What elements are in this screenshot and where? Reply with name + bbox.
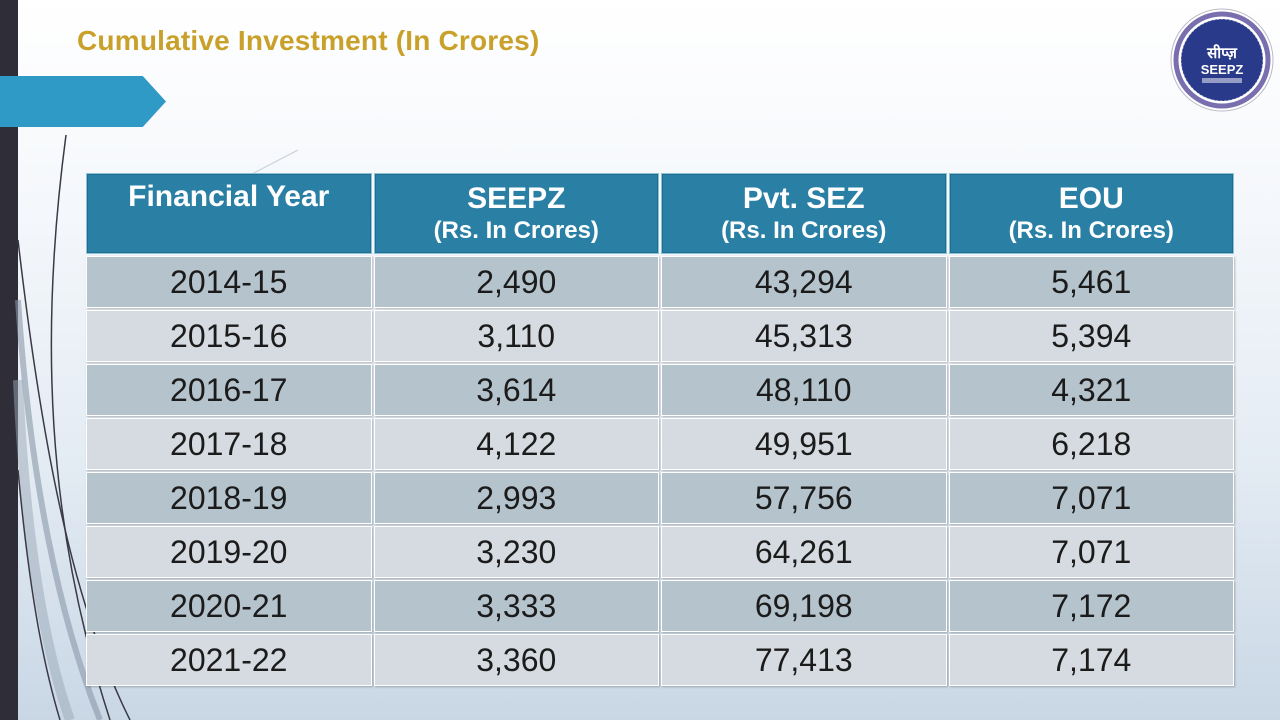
table-row: 2015-16 3,110 45,313 5,394 [86, 310, 1234, 362]
cell-year: 2017-18 [86, 418, 372, 470]
cell-pvt-sez: 43,294 [661, 256, 947, 308]
cell-eou: 7,172 [948, 580, 1234, 632]
header-seepz: SEEPZ (Rs. In Crores) [373, 173, 659, 254]
cell-year: 2018-19 [86, 472, 372, 524]
cell-seepz: 3,230 [373, 526, 659, 578]
investment-table: Financial Year SEEPZ (Rs. In Crores) Pvt… [84, 171, 1236, 688]
cell-year: 2019-20 [86, 526, 372, 578]
cell-year: 2016-17 [86, 364, 372, 416]
cell-pvt-sez: 49,951 [661, 418, 947, 470]
cell-year: 2015-16 [86, 310, 372, 362]
cell-seepz: 3,110 [373, 310, 659, 362]
cell-eou: 7,071 [948, 472, 1234, 524]
table-row: 2018-19 2,993 57,756 7,071 [86, 472, 1234, 524]
cell-pvt-sez: 69,198 [661, 580, 947, 632]
table-row: 2016-17 3,614 48,110 4,321 [86, 364, 1234, 416]
cell-year: 2020-21 [86, 580, 372, 632]
cell-seepz: 4,122 [373, 418, 659, 470]
cell-pvt-sez: 48,110 [661, 364, 947, 416]
table-row: 2020-21 3,333 69,198 7,172 [86, 580, 1234, 632]
header-pvt-sez: Pvt. SEZ (Rs. In Crores) [661, 173, 947, 254]
cell-pvt-sez: 64,261 [661, 526, 947, 578]
cell-pvt-sez: 45,313 [661, 310, 947, 362]
cell-eou: 5,461 [948, 256, 1234, 308]
header-accent-arrow [0, 76, 166, 127]
table-row: 2017-18 4,122 49,951 6,218 [86, 418, 1234, 470]
seepz-logo: सीप्ज़ SEEPZ [1170, 8, 1274, 112]
table-row: 2019-20 3,230 64,261 7,071 [86, 526, 1234, 578]
cell-eou: 7,071 [948, 526, 1234, 578]
cell-pvt-sez: 57,756 [661, 472, 947, 524]
table-row: 2021-22 3,360 77,413 7,174 [86, 634, 1234, 686]
cell-seepz: 3,333 [373, 580, 659, 632]
cell-seepz: 2,490 [373, 256, 659, 308]
cell-eou: 4,321 [948, 364, 1234, 416]
header-financial-year: Financial Year [86, 173, 372, 254]
header-eou: EOU (Rs. In Crores) [948, 173, 1234, 254]
cell-seepz: 3,614 [373, 364, 659, 416]
cell-eou: 5,394 [948, 310, 1234, 362]
table-row: 2014-15 2,490 43,294 5,461 [86, 256, 1234, 308]
logo-text: SEEPZ [1201, 62, 1244, 77]
cell-year: 2014-15 [86, 256, 372, 308]
cell-eou: 6,218 [948, 418, 1234, 470]
cell-seepz: 3,360 [373, 634, 659, 686]
cell-eou: 7,174 [948, 634, 1234, 686]
cell-year: 2021-22 [86, 634, 372, 686]
table-header-row: Financial Year SEEPZ (Rs. In Crores) Pvt… [86, 173, 1234, 254]
cell-pvt-sez: 77,413 [661, 634, 947, 686]
logo-hindi-text: सीप्ज़ [1206, 44, 1238, 62]
slide-title: Cumulative Investment (In Crores) [77, 25, 540, 56]
cell-seepz: 2,993 [373, 472, 659, 524]
